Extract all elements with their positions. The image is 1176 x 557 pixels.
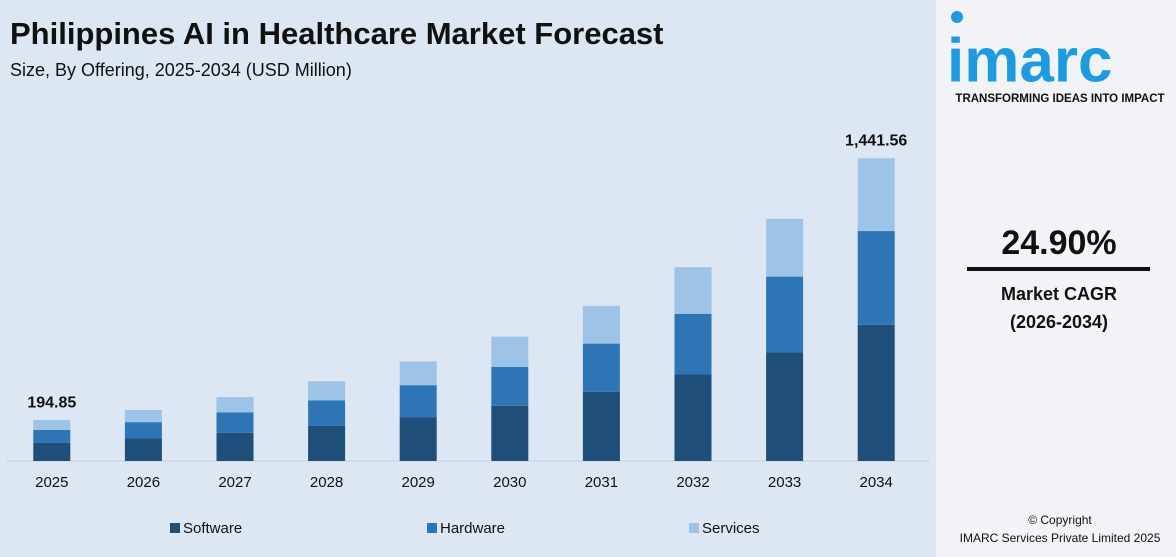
bar-segment: [491, 336, 529, 367]
chart-subtitle: Size, By Offering, 2025-2034 (USD Millio…: [10, 60, 352, 80]
x-tick-label: 2033: [768, 474, 801, 491]
bar-segment: [857, 324, 895, 461]
bar-segment: [124, 409, 162, 423]
bar-segment: [674, 374, 712, 461]
side-panel: [936, 0, 1176, 557]
bar-segment: [582, 391, 620, 461]
bar-segment: [33, 420, 71, 430]
legend-swatch: [689, 523, 699, 533]
bar-segment: [766, 218, 804, 277]
bar-segment: [491, 405, 529, 461]
bar-segment: [766, 276, 804, 353]
bar-segment: [674, 267, 712, 314]
bar-segment: [216, 412, 254, 433]
legend-label: Hardware: [440, 520, 505, 537]
x-tick-label: 2030: [493, 474, 526, 491]
legend-swatch: [427, 523, 437, 533]
x-tick-label: 2032: [676, 474, 709, 491]
bar-segment: [124, 438, 162, 461]
bar-segment: [399, 417, 437, 461]
total-label: 194.85: [27, 394, 76, 411]
legend-label: Services: [702, 520, 760, 537]
x-tick-label: 2027: [218, 474, 251, 491]
x-tick-label: 2025: [35, 474, 68, 491]
bar-segment: [216, 397, 254, 413]
bar-segment: [216, 432, 254, 461]
cagr-period: (2026-2034): [1010, 312, 1108, 332]
x-tick-label: 2028: [310, 474, 343, 491]
cagr-value: 24.90%: [1001, 224, 1116, 262]
tagline: TRANSFORMING IDEAS INTO IMPACT: [955, 93, 1164, 105]
logo-dot: [951, 11, 963, 23]
legend-label: Software: [183, 520, 242, 537]
bar-segment: [857, 231, 895, 325]
logo: imarc: [947, 26, 1112, 95]
bar-segment: [33, 442, 71, 461]
x-tick-label: 2029: [402, 474, 435, 491]
bar-segment: [582, 343, 620, 392]
x-tick-label: 2034: [860, 474, 893, 491]
legend-swatch: [170, 523, 180, 533]
total-label: 1,441.56: [845, 132, 907, 149]
x-tick-label: 2031: [585, 474, 618, 491]
bar-segment: [308, 381, 346, 401]
bar-segment: [674, 313, 712, 375]
bar-segment: [33, 429, 71, 443]
bar-segment: [399, 385, 437, 418]
bar-segment: [308, 425, 346, 461]
copyright: © Copyright: [1028, 513, 1092, 527]
bar-segment: [399, 361, 437, 386]
bar-segment: [857, 158, 895, 232]
bar-segment: [124, 422, 162, 439]
bar-segment: [491, 366, 529, 406]
chart-title: Philippines AI in Healthcare Market Fore…: [10, 16, 664, 51]
company: IMARC Services Private Limited 2025: [960, 531, 1161, 545]
bar-segment: [766, 352, 804, 461]
bar-segment: [582, 305, 620, 344]
bar-segment: [308, 400, 346, 426]
x-tick-label: 2026: [127, 474, 160, 491]
cagr-label: Market CAGR: [1001, 284, 1117, 304]
